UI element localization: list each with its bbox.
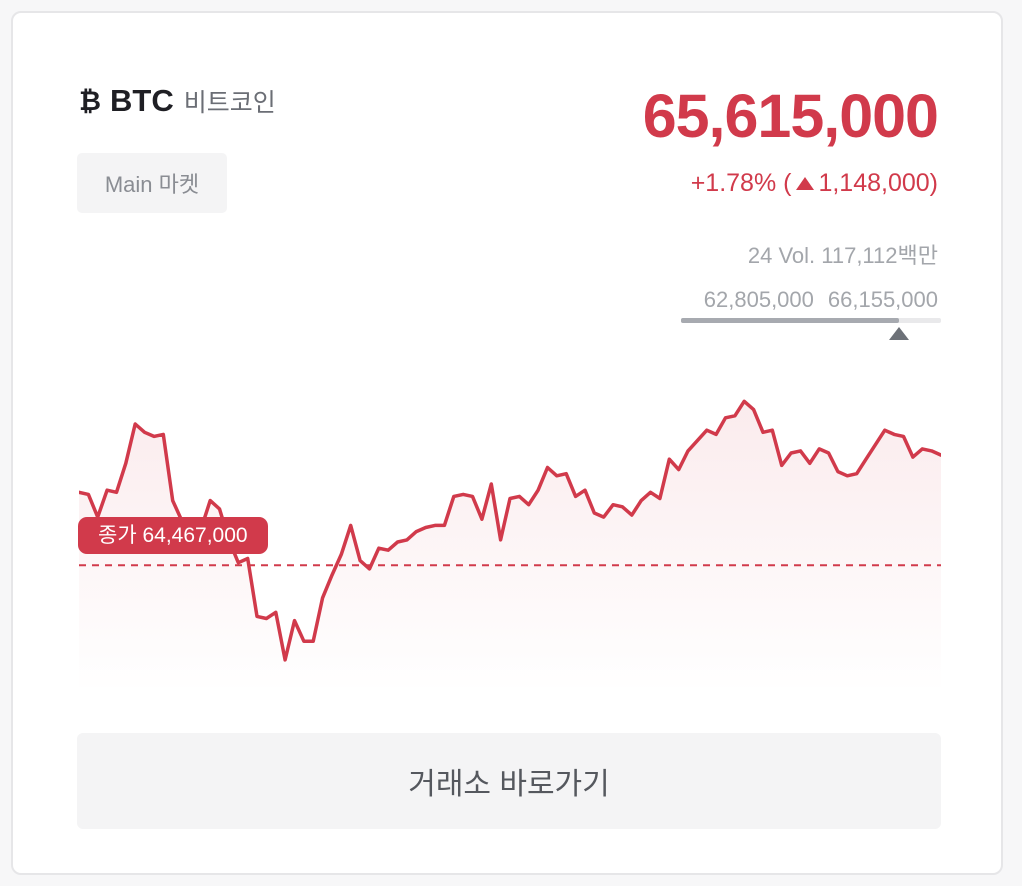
change-percent: +1.78% ( xyxy=(690,169,792,197)
coin-name: 비트코인 xyxy=(183,89,276,117)
current-price: 65,615,000 xyxy=(642,82,939,150)
range-marker-icon xyxy=(889,327,910,340)
range-high: 66,155,000 xyxy=(827,287,938,312)
chart-area xyxy=(79,401,941,693)
triangle-up-icon xyxy=(796,176,815,190)
close-price-tag: 종가 64,467,000 xyxy=(78,517,268,554)
coin-ticker: BTC xyxy=(110,83,174,118)
market-chip[interactable]: Main 마켓 xyxy=(77,153,227,213)
price-range: 62,805,000 66,155,000 xyxy=(704,287,938,313)
bitcoin-icon: ₿ xyxy=(79,85,102,116)
range-bar xyxy=(681,318,941,323)
volume-24h: 24 Vol. 117,112백만 xyxy=(747,243,938,268)
range-low: 62,805,000 xyxy=(703,287,814,312)
change-amount: 1,148,000) xyxy=(818,169,938,197)
coin-header: ₿ BTC 비트코인 xyxy=(79,83,276,119)
ticker-card: ₿ BTC 비트코인 Main 마켓 65,615,000 +1.78% ( 1,… xyxy=(11,11,1003,875)
go-to-exchange-button[interactable]: 거래소 바로가기 xyxy=(77,733,941,829)
price-change: +1.78% ( 1,148,000) xyxy=(691,169,938,198)
range-fill xyxy=(681,318,900,323)
